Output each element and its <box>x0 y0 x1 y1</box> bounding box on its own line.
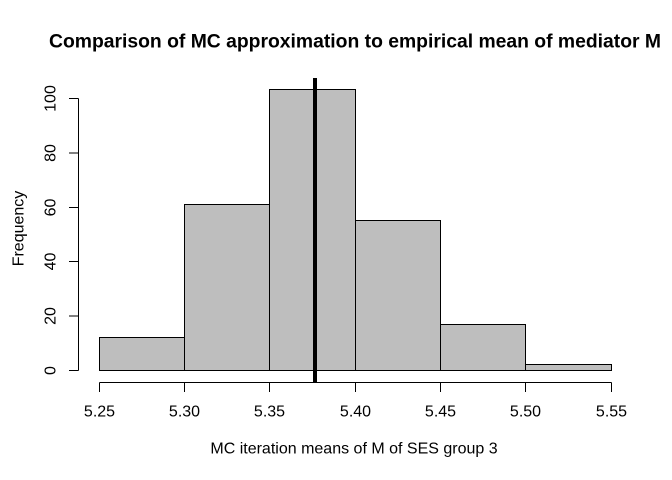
svg-text:80: 80 <box>43 144 60 162</box>
svg-text:5.40: 5.40 <box>340 404 371 421</box>
svg-text:100: 100 <box>43 85 60 112</box>
svg-text:5.25: 5.25 <box>84 404 115 421</box>
svg-text:5.35: 5.35 <box>254 404 285 421</box>
svg-text:40: 40 <box>43 253 60 271</box>
svg-text:Comparison of MC approximation: Comparison of MC approximation to empiri… <box>49 31 661 52</box>
svg-text:5.55: 5.55 <box>596 404 627 421</box>
svg-text:0: 0 <box>43 366 60 375</box>
svg-text:20: 20 <box>43 307 60 325</box>
svg-text:Frequency: Frequency <box>11 191 28 267</box>
svg-text:5.30: 5.30 <box>169 404 200 421</box>
svg-text:5.50: 5.50 <box>510 404 541 421</box>
svg-text:60: 60 <box>43 199 60 217</box>
svg-text:5.45: 5.45 <box>425 404 456 421</box>
svg-text:MC iteration means of M of SES: MC iteration means of M of SES group 3 <box>210 441 497 458</box>
